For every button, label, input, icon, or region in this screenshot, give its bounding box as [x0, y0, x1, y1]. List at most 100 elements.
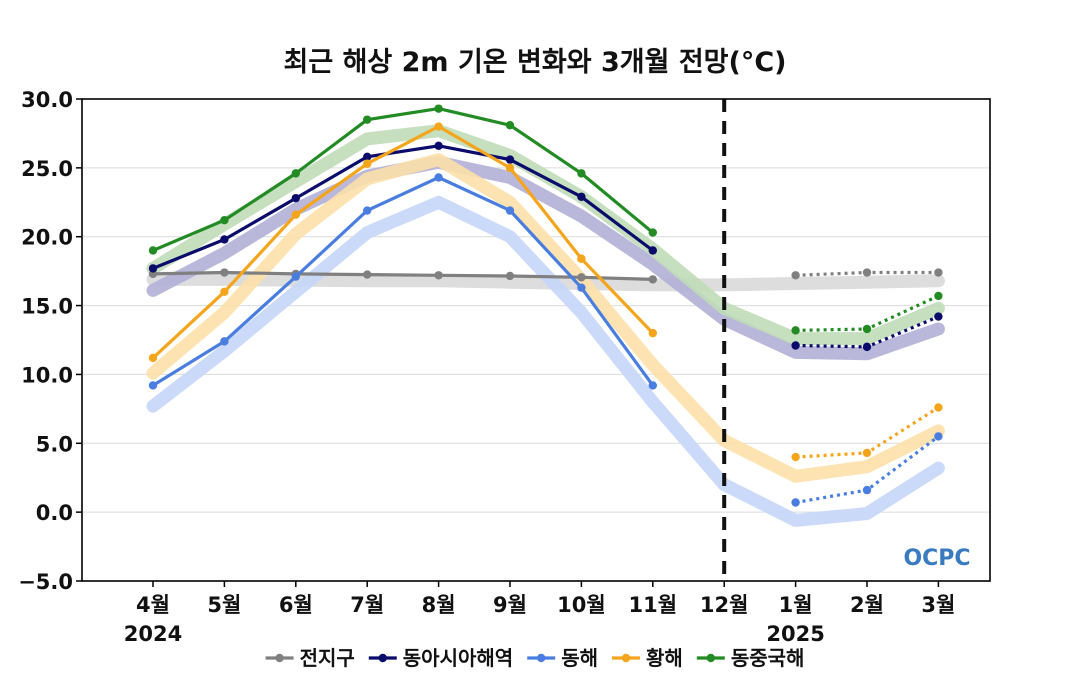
observed-point	[577, 192, 586, 201]
observed-point	[505, 271, 515, 281]
legend-swatch-marker	[378, 653, 387, 663]
forecast-point	[791, 498, 800, 507]
observed-point	[434, 104, 443, 113]
observed-point	[363, 159, 372, 168]
observed-point	[577, 273, 586, 282]
x-tick-label: 1월	[779, 593, 813, 617]
year-label: 2025	[766, 622, 824, 646]
legend-label: 동아시아해역	[403, 646, 513, 670]
y-tick-label: 10.0	[21, 363, 73, 387]
forecast-point	[791, 326, 800, 335]
observed-point	[648, 246, 657, 255]
forecast-point	[934, 268, 943, 277]
observed-point	[291, 210, 300, 219]
observed-point	[434, 122, 443, 131]
climatology-band	[146, 195, 945, 527]
observed-point	[291, 272, 300, 281]
forecast-point	[862, 485, 872, 495]
observed-point	[148, 381, 158, 390]
climatology-band	[146, 155, 945, 361]
y-tick-label: 5.0	[36, 432, 73, 456]
legend-swatch-marker	[536, 653, 546, 663]
forecast-point	[791, 341, 800, 350]
observed-point	[148, 353, 158, 363]
forecast-point	[862, 448, 872, 458]
observed-line	[152, 144, 654, 270]
observed-point	[577, 254, 586, 263]
observed-point	[648, 328, 657, 338]
observed-point	[220, 337, 229, 346]
observed-point	[434, 173, 443, 182]
observed-point	[363, 152, 372, 162]
y-tick-label: 25.0	[21, 157, 73, 181]
y-tick-label: 20.0	[21, 226, 73, 250]
legend-label: 동중국해	[731, 646, 805, 670]
legend-swatch-marker	[706, 653, 716, 663]
observed-point	[434, 271, 443, 280]
observed-point	[434, 141, 443, 151]
y-tick-label: 0.0	[36, 501, 73, 525]
climatology-bands	[146, 124, 945, 527]
forecast-point	[791, 271, 800, 280]
x-tick-label: 11월	[629, 593, 678, 617]
forecast-point	[791, 452, 800, 462]
observed-point	[291, 193, 300, 203]
observed-point	[363, 206, 372, 215]
observed-point	[648, 381, 657, 390]
observed-line	[152, 107, 654, 252]
observed-point	[220, 235, 229, 244]
observed-point	[363, 270, 372, 279]
forecast-point	[862, 268, 872, 277]
observed-point	[577, 169, 586, 178]
legend-swatch-marker	[275, 653, 284, 663]
legend-label: 황해	[646, 646, 683, 670]
observed-point	[505, 163, 515, 173]
legend-swatch-marker	[621, 653, 631, 663]
climatology-band	[146, 124, 945, 346]
chart-title: 최근 해상 2m 기온 변화와 3개월 전망(°C)	[283, 47, 786, 78]
x-tick-label: 5월	[207, 593, 241, 617]
forecast-point	[934, 403, 943, 412]
x-tick-label: 2월	[850, 593, 884, 617]
observed-point	[505, 155, 515, 164]
observed-point	[505, 120, 515, 130]
x-tick-label: 10월	[557, 593, 606, 617]
x-tick-label: 9월	[493, 593, 527, 617]
y-tick-label: 30.0	[21, 88, 73, 112]
observed-point	[220, 268, 229, 277]
x-tick-label: 12월	[700, 593, 749, 617]
x-tick-label: 7월	[350, 593, 384, 617]
observed-point	[505, 206, 515, 215]
x-tick-label: 6월	[279, 593, 313, 617]
x-tick-label: 8월	[422, 593, 456, 617]
observed-line	[151, 124, 654, 360]
x-tick-label: 3월	[921, 593, 955, 617]
observed-point	[577, 283, 586, 292]
observed-point	[148, 264, 158, 273]
observed-point	[291, 169, 300, 178]
legend-label: 동해	[561, 646, 598, 670]
year-label: 2024	[124, 622, 182, 646]
climatology-band	[146, 153, 945, 483]
legend: 전지구 동아시아해역 동해 황해 동중국해	[265, 646, 805, 670]
series-lines	[148, 104, 943, 507]
logo-text: OCPC	[903, 546, 970, 571]
observed-point	[648, 228, 657, 237]
legend-label: 전지구	[300, 646, 355, 670]
forecast-point	[862, 342, 872, 352]
forecast-point	[934, 312, 943, 321]
observed-point	[648, 275, 657, 284]
y-axis: 30.0 25.0 20.0 15.0 10.0 5.0 0.0 −5.0	[18, 88, 82, 594]
observed-point	[220, 287, 229, 296]
observed-point	[148, 246, 158, 255]
observed-point	[363, 115, 372, 124]
plot-frame	[81, 98, 991, 582]
ocpc-logo: OCPC	[903, 546, 970, 571]
x-tick-label: 4월	[136, 593, 170, 617]
forecast-point	[934, 432, 943, 441]
y-tick-label: 15.0	[21, 295, 73, 319]
forecast-point	[862, 324, 872, 334]
forecast-point	[934, 291, 943, 301]
observed-line	[152, 175, 655, 387]
